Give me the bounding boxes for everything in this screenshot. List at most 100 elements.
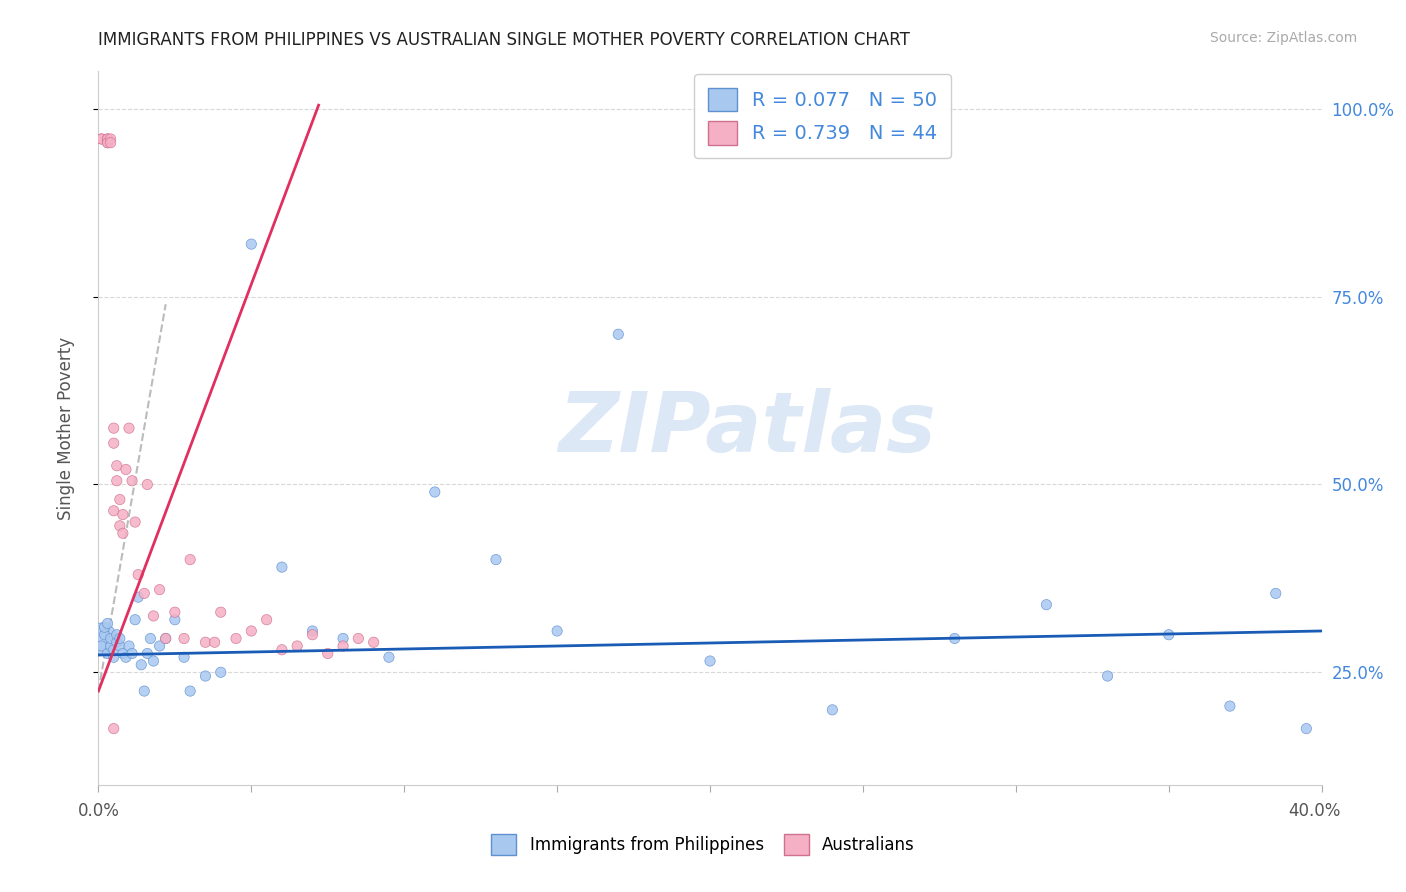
Point xyxy=(194,635,217,649)
Point xyxy=(90,632,112,646)
Point xyxy=(1264,586,1286,600)
Point xyxy=(121,647,143,661)
Point xyxy=(1219,699,1241,714)
Point xyxy=(124,515,146,529)
Point xyxy=(699,654,721,668)
Point xyxy=(240,624,263,638)
Point xyxy=(1097,669,1119,683)
Point xyxy=(423,485,446,500)
Point xyxy=(173,650,195,665)
Legend: Immigrants from Philippines, Australians: Immigrants from Philippines, Australians xyxy=(485,828,921,862)
Point xyxy=(115,650,138,665)
Point xyxy=(108,518,131,533)
Point xyxy=(347,632,370,646)
Point xyxy=(301,628,323,642)
Point xyxy=(134,684,156,698)
Point xyxy=(100,632,122,646)
Point xyxy=(103,650,125,665)
Point xyxy=(97,616,120,631)
Point xyxy=(155,632,177,646)
Point xyxy=(179,552,201,566)
Point xyxy=(103,421,125,435)
Point xyxy=(111,526,134,541)
Point xyxy=(179,684,201,698)
Point xyxy=(821,703,844,717)
Point xyxy=(118,639,141,653)
Point xyxy=(270,560,292,574)
Point xyxy=(100,132,122,146)
Point xyxy=(163,613,186,627)
Point xyxy=(1157,628,1180,642)
Point xyxy=(163,605,186,619)
Point xyxy=(121,474,143,488)
Point xyxy=(142,609,165,624)
Point xyxy=(270,642,292,657)
Point xyxy=(105,628,128,642)
Point xyxy=(100,639,122,653)
Point xyxy=(103,504,125,518)
Point xyxy=(173,632,195,646)
Point xyxy=(546,624,568,638)
Point xyxy=(149,639,172,653)
Point xyxy=(301,624,323,638)
Point xyxy=(108,632,131,646)
Point xyxy=(105,474,128,488)
Point xyxy=(363,635,385,649)
Point xyxy=(204,635,226,649)
Point xyxy=(127,567,149,582)
Point xyxy=(115,462,138,476)
Point xyxy=(103,642,125,657)
Point xyxy=(1295,722,1317,736)
Point xyxy=(129,657,152,672)
Point xyxy=(100,136,122,150)
Point xyxy=(943,632,966,646)
Point xyxy=(155,632,177,646)
Point xyxy=(108,492,131,507)
Point xyxy=(142,654,165,668)
Point xyxy=(97,136,120,150)
Text: Source: ZipAtlas.com: Source: ZipAtlas.com xyxy=(1209,31,1357,45)
Point xyxy=(93,628,115,642)
Point xyxy=(209,665,232,680)
Point xyxy=(1035,598,1057,612)
Point xyxy=(97,132,120,146)
Text: 0.0%: 0.0% xyxy=(77,802,120,820)
Point xyxy=(118,421,141,435)
Point xyxy=(209,605,232,619)
Point xyxy=(225,632,247,646)
Point xyxy=(149,582,172,597)
Point xyxy=(105,635,128,649)
Point xyxy=(285,639,308,653)
Point xyxy=(103,722,125,736)
Point xyxy=(378,650,401,665)
Point xyxy=(111,508,134,522)
Point xyxy=(136,477,159,491)
Legend: R = 0.077   N = 50, R = 0.739   N = 44: R = 0.077 N = 50, R = 0.739 N = 44 xyxy=(695,74,950,159)
Text: 40.0%: 40.0% xyxy=(1288,802,1341,820)
Point xyxy=(332,639,354,653)
Point xyxy=(194,669,217,683)
Point xyxy=(607,327,630,342)
Point xyxy=(136,647,159,661)
Point xyxy=(103,436,125,450)
Y-axis label: Single Mother Poverty: Single Mother Poverty xyxy=(56,336,75,520)
Point xyxy=(127,590,149,604)
Point xyxy=(134,586,156,600)
Point xyxy=(332,632,354,646)
Point xyxy=(93,620,115,634)
Point xyxy=(485,552,508,566)
Point xyxy=(90,132,112,146)
Point xyxy=(256,613,278,627)
Point xyxy=(139,632,162,646)
Point xyxy=(90,639,112,653)
Point xyxy=(124,613,146,627)
Point xyxy=(316,647,339,661)
Point xyxy=(111,647,134,661)
Point xyxy=(97,136,120,150)
Point xyxy=(105,458,128,473)
Text: ZIPatlas: ZIPatlas xyxy=(558,388,935,468)
Text: IMMIGRANTS FROM PHILIPPINES VS AUSTRALIAN SINGLE MOTHER POVERTY CORRELATION CHAR: IMMIGRANTS FROM PHILIPPINES VS AUSTRALIA… xyxy=(98,31,910,49)
Point xyxy=(90,132,112,146)
Point xyxy=(97,647,120,661)
Point xyxy=(97,132,120,146)
